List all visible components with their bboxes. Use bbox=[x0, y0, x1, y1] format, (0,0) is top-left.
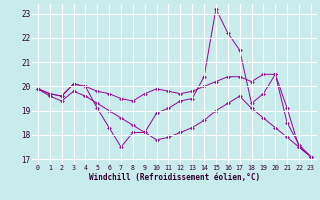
X-axis label: Windchill (Refroidissement éolien,°C): Windchill (Refroidissement éolien,°C) bbox=[89, 173, 260, 182]
